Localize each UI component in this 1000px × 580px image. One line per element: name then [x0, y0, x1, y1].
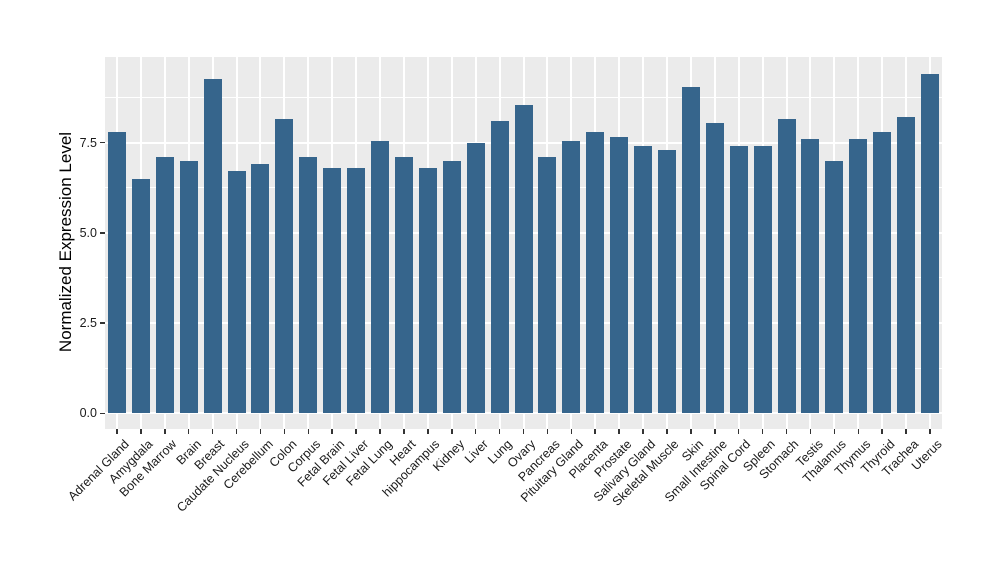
x-tick [594, 429, 596, 434]
bar-skin [681, 86, 700, 414]
y-tick [100, 322, 105, 324]
bar-heart [394, 156, 413, 414]
bar-corpus [299, 156, 318, 414]
x-tick [761, 429, 764, 434]
x-tick [140, 429, 142, 434]
bar-amygdala [131, 178, 150, 414]
y-tick [100, 412, 105, 415]
bar-stomach [777, 119, 796, 414]
bar-adrenal-gland [107, 131, 126, 414]
bar-hippocampus [418, 167, 437, 414]
bar-brain [179, 160, 198, 414]
bar-breast [203, 79, 222, 414]
x-tick [355, 429, 357, 434]
y-tick-label: 2.5 [79, 316, 97, 331]
x-tick [714, 429, 716, 434]
y-tick [100, 141, 105, 144]
x-tick [427, 429, 429, 434]
bar-small-intestine [705, 122, 724, 414]
x-tick [905, 429, 907, 434]
x-tick [522, 429, 525, 434]
bar-testis [801, 138, 820, 414]
bar-spinal-cord [729, 146, 748, 414]
x-tick [379, 429, 381, 434]
bar-liver [466, 142, 485, 414]
x-tick [618, 429, 620, 434]
x-tick [211, 429, 214, 434]
x-tick [785, 429, 788, 434]
bar-lung [490, 120, 509, 414]
bar-pituitary-gland [562, 140, 581, 414]
x-tick [666, 429, 668, 434]
plot-panel [105, 57, 942, 429]
x-tick [474, 429, 477, 434]
x-tick [809, 429, 812, 434]
x-tick [737, 429, 740, 434]
bar-cerebellum [251, 164, 270, 414]
bar-caudate-nucleus [227, 171, 246, 414]
bar-kidney [442, 160, 461, 414]
x-tick [259, 429, 262, 434]
y-tick-label: 7.5 [79, 135, 97, 150]
bar-thymus [849, 138, 868, 414]
bar-spleen [753, 146, 772, 414]
bar-thalamus [825, 160, 844, 414]
x-tick [403, 429, 405, 434]
y-tick-label: 5.0 [79, 225, 97, 240]
bar-uterus [921, 73, 940, 414]
x-tick [881, 429, 883, 434]
bar-thyroid [873, 131, 892, 414]
x-tick [164, 429, 166, 434]
x-tick [187, 429, 190, 434]
x-tick [451, 429, 453, 434]
bar-fetal-brain [323, 167, 342, 414]
bar-ovary [514, 104, 533, 414]
y-tick [100, 232, 105, 234]
x-tick [833, 429, 836, 434]
bar-trachea [897, 117, 916, 414]
x-tick [857, 429, 860, 434]
bar-salivary-gland [634, 146, 653, 414]
x-tick [498, 429, 501, 434]
bar-placenta [586, 131, 605, 414]
x-tick [929, 429, 931, 434]
x-tick [235, 429, 238, 434]
x-tick-label: Liver [461, 437, 491, 467]
x-tick [116, 429, 118, 434]
bar-bone-marrow [155, 156, 174, 414]
x-tick [690, 429, 692, 434]
x-tick [642, 429, 644, 434]
bar-fetal-lung [371, 140, 389, 414]
x-tick [546, 429, 549, 434]
x-tick [570, 429, 573, 434]
x-tick [307, 429, 310, 434]
bar-fetal-liver [347, 167, 366, 414]
x-tick [283, 429, 286, 434]
bar-skeletal-muscle [657, 149, 676, 414]
x-tick [331, 429, 333, 434]
bar-prostate [610, 137, 629, 414]
bar-pancreas [538, 156, 557, 414]
bar-colon [275, 119, 294, 414]
y-tick-label: 0.0 [79, 406, 97, 421]
